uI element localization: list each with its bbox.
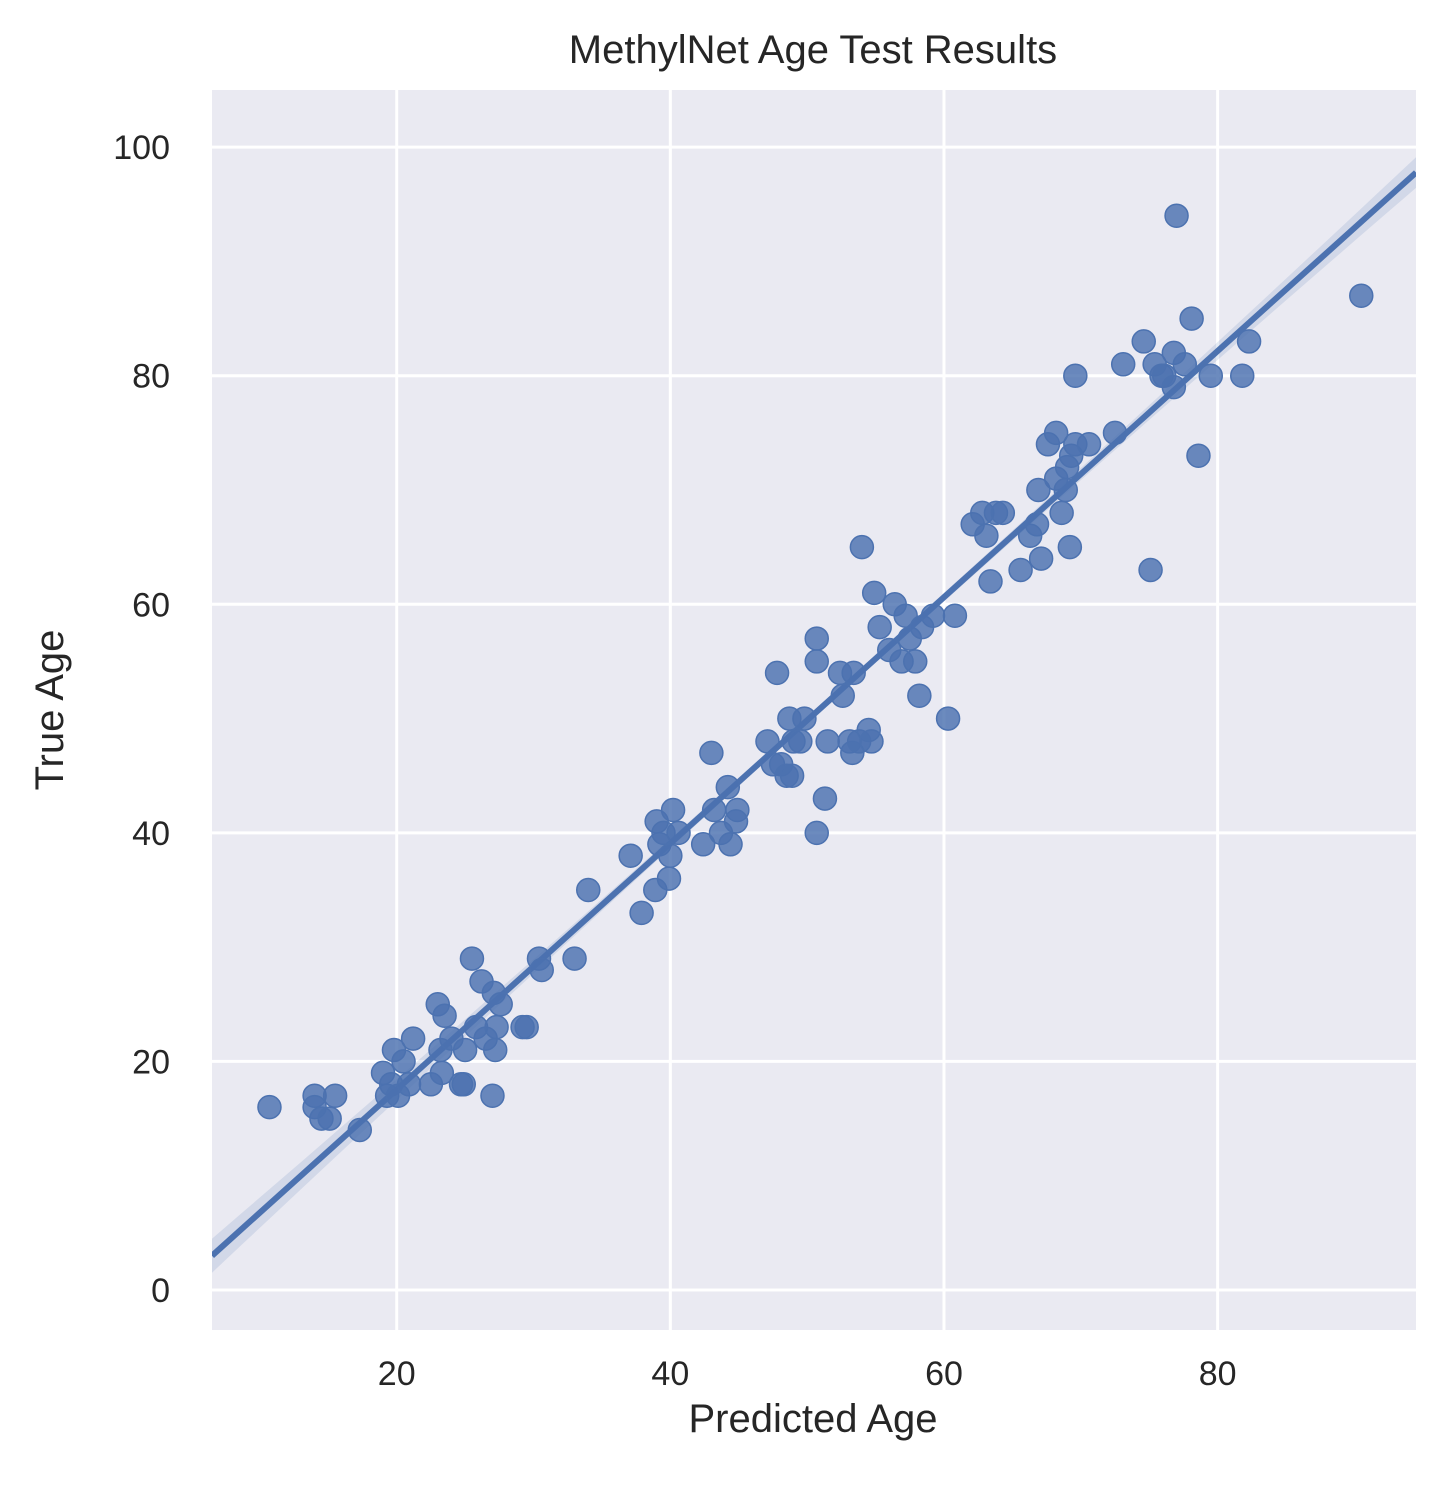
y-tick-label: 80: [132, 358, 170, 396]
data-point: [978, 569, 1003, 594]
data-point: [529, 957, 554, 983]
data-point: [812, 786, 838, 811]
data-point: [718, 832, 743, 857]
data-point: [347, 1117, 373, 1143]
data-point: [861, 580, 887, 606]
data-point: [1026, 477, 1051, 503]
data-point: [1110, 352, 1136, 377]
chart-title: MethylNet Age Test Results: [569, 28, 1057, 72]
data-point: [804, 649, 829, 674]
data-point: [902, 649, 928, 674]
data-point: [788, 729, 813, 754]
data-point: [755, 729, 780, 754]
data-point: [666, 820, 691, 846]
plot-area: [212, 90, 1416, 1330]
data-point: [484, 1014, 509, 1040]
data-point: [935, 706, 961, 731]
data-point: [830, 683, 855, 708]
y-tick-label: 100: [113, 129, 170, 167]
data-point: [396, 1072, 422, 1097]
data-point: [576, 877, 601, 903]
data-point: [841, 660, 866, 686]
data-point: [1102, 420, 1128, 446]
y-tick-labels: 0 20 40 60 80 100: [113, 129, 170, 1310]
y-tick-label: 40: [132, 815, 170, 853]
data-point: [1236, 329, 1262, 354]
data-point: [1043, 420, 1069, 446]
data-point: [1131, 329, 1156, 354]
x-axis-label: Predicted Age: [688, 1397, 937, 1441]
data-point: [990, 500, 1016, 526]
data-point: [480, 1083, 505, 1108]
data-point: [629, 900, 654, 926]
data-point: [658, 843, 683, 868]
data-point: [1198, 363, 1224, 388]
data-point: [699, 740, 724, 766]
data-point: [400, 1026, 426, 1051]
data-point: [920, 603, 946, 628]
data-point: [257, 1094, 282, 1120]
data-point: [514, 1014, 539, 1040]
data-point: [1349, 283, 1374, 308]
data-point: [656, 866, 682, 891]
data-point: [804, 820, 829, 846]
data-point: [452, 1037, 478, 1063]
data-point: [1164, 203, 1189, 228]
data-point: [459, 946, 485, 971]
data-point: [815, 729, 840, 754]
data-point: [1138, 557, 1163, 583]
data-point: [859, 729, 884, 754]
data-point: [1186, 443, 1211, 468]
x-tick-labels: 20 40 60 80: [378, 1355, 1237, 1393]
data-point: [867, 614, 892, 640]
data-point: [317, 1106, 342, 1131]
x-tick-label: 40: [651, 1355, 689, 1393]
data-point: [1024, 512, 1050, 537]
y-axis-label: True Age: [28, 630, 72, 791]
data-point: [764, 660, 790, 686]
data-points: [257, 203, 1374, 1143]
data-point: [701, 797, 727, 823]
data-point: [1172, 352, 1198, 377]
data-point: [942, 603, 968, 628]
data-point: [690, 832, 716, 857]
data-point: [1063, 363, 1088, 388]
data-point: [1076, 432, 1102, 457]
data-point: [1008, 557, 1033, 583]
data-point: [1161, 374, 1187, 400]
data-point: [715, 774, 741, 800]
data-point: [804, 626, 829, 651]
x-tick-label: 60: [925, 1355, 963, 1393]
data-point: [1028, 546, 1054, 571]
data-point: [391, 1049, 416, 1074]
data-point: [482, 1037, 508, 1063]
x-tick-label: 80: [1199, 1355, 1237, 1393]
data-point: [779, 763, 805, 788]
data-point: [1057, 534, 1083, 560]
y-tick-label: 60: [132, 586, 170, 624]
data-point: [849, 534, 875, 560]
data-point: [451, 1072, 476, 1097]
data-point: [660, 797, 686, 823]
data-point: [1229, 363, 1255, 388]
data-point: [322, 1083, 348, 1108]
y-tick-label: 0: [151, 1272, 170, 1310]
data-point: [907, 683, 932, 708]
data-point: [429, 1060, 455, 1086]
x-tick-label: 20: [378, 1355, 416, 1393]
data-point: [974, 523, 999, 548]
data-point: [792, 706, 817, 731]
data-point: [618, 843, 643, 868]
data-point: [1053, 477, 1078, 503]
data-point: [1179, 306, 1204, 331]
data-point: [488, 992, 513, 1017]
data-point: [723, 809, 749, 834]
y-tick-label: 20: [132, 1043, 170, 1081]
data-point: [432, 1003, 457, 1028]
data-point: [1049, 500, 1074, 526]
data-point: [562, 946, 587, 971]
